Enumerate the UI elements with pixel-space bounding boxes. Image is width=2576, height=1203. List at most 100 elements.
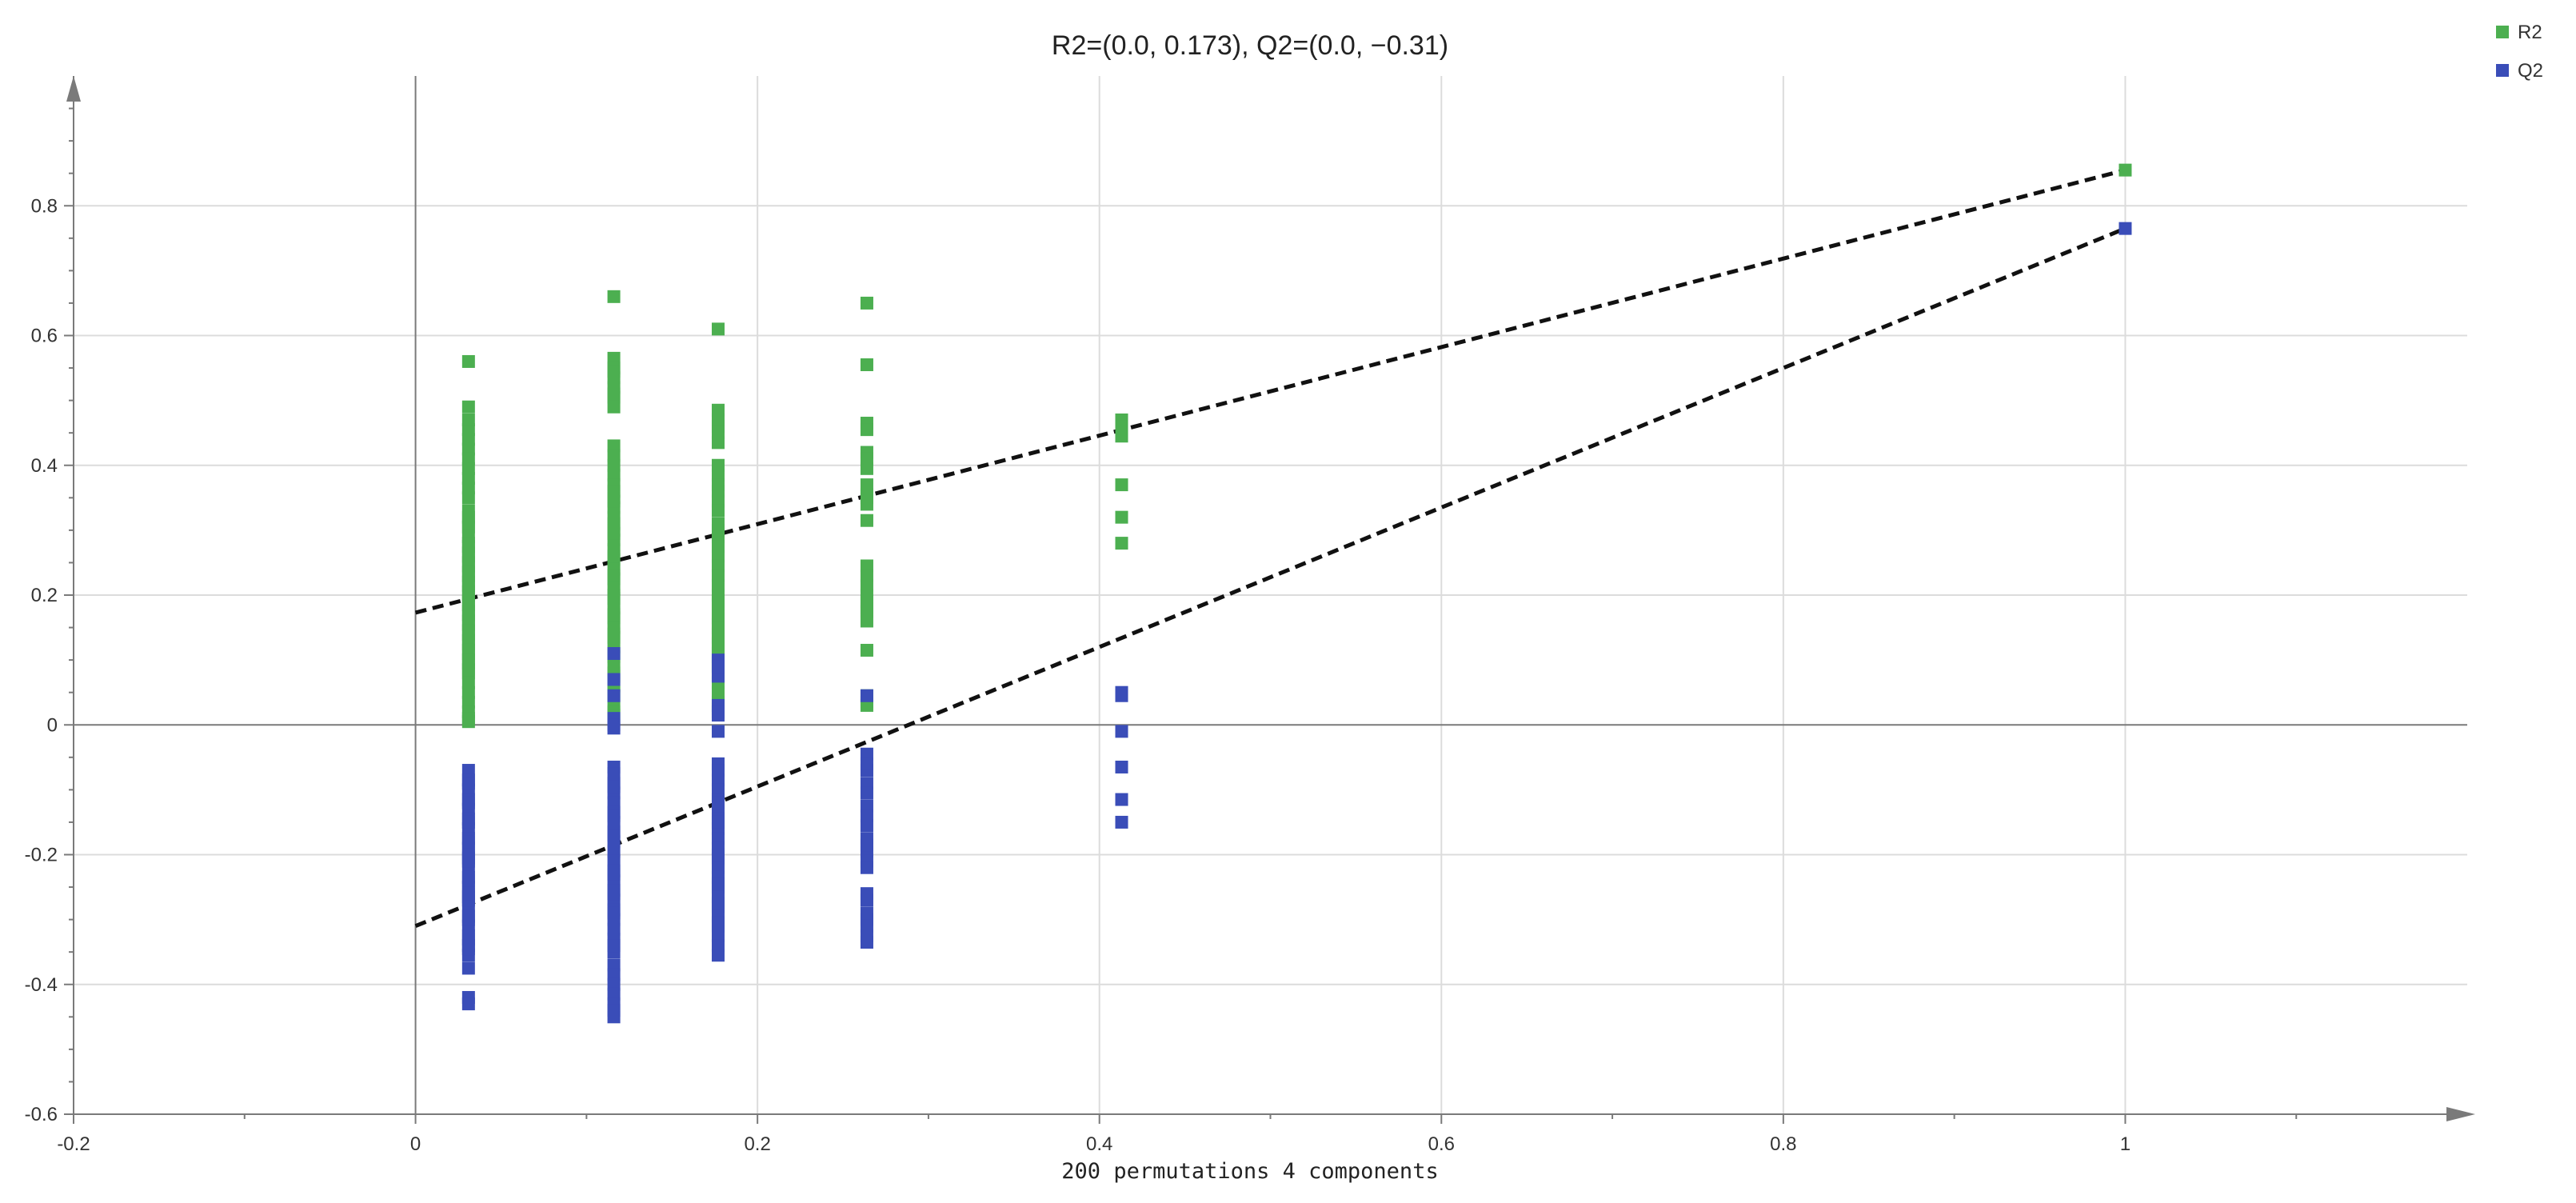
r2-point (860, 602, 873, 615)
regression-line-layer (414, 168, 2127, 929)
r2-point (607, 494, 621, 508)
r2-point (607, 449, 621, 462)
x-tick-label: 0.2 (744, 1133, 770, 1155)
q2-point (607, 887, 621, 901)
q2-point (711, 949, 725, 962)
y-tick-label: -0.6 (25, 1104, 58, 1125)
q2-point (711, 916, 725, 929)
chart-title: R2=(0.0, 0.173), Q2=(0.0, −0.31) (1052, 30, 1448, 61)
q2-point (711, 939, 725, 953)
q2-point (607, 958, 621, 972)
r2-point (607, 351, 621, 365)
q2-point (461, 932, 475, 945)
r2-point (860, 452, 873, 466)
q2-point (860, 799, 873, 813)
y-tick-label: 0.8 (31, 195, 58, 217)
q2-point (1115, 793, 1128, 806)
r2-point (711, 595, 725, 609)
legend-label-r2: R2 (2518, 22, 2542, 43)
r2-point (711, 468, 725, 482)
r2-point (607, 458, 621, 472)
axis-layer: -0.6 -0.4 -0.2 0 0.2 0.4 0.6 0.8 -0.2 0 0.2 0.4 0.6 0… (25, 76, 2475, 1155)
r2-point (461, 413, 475, 426)
x-tick-label: 0.8 (1770, 1133, 1796, 1155)
x-axis-label: 200 permutations 4 components (1061, 1159, 1438, 1184)
r2-point (860, 578, 873, 592)
r2-point (711, 630, 725, 644)
q2-point (607, 780, 621, 793)
r2-point (607, 468, 621, 482)
q2-point (711, 815, 725, 829)
r2-point (607, 485, 621, 498)
q2-point (860, 689, 873, 702)
r2-point (860, 358, 873, 372)
q2-point (607, 1004, 621, 1017)
x-tick-label: 0.4 (1086, 1133, 1112, 1155)
y-tick-label: 0.6 (31, 326, 58, 347)
r2-point (860, 478, 873, 492)
x-tick-label: -0.2 (57, 1133, 90, 1155)
q2-point (607, 906, 621, 920)
q2-point (461, 835, 475, 849)
q2-point (1115, 815, 1128, 829)
q2-point (1115, 725, 1128, 738)
q2-point (711, 897, 725, 910)
r2-point (461, 400, 475, 414)
r2-point (461, 653, 475, 667)
r2-point (461, 624, 475, 637)
r2-point (607, 290, 621, 303)
r2-point (607, 526, 621, 540)
r2-point (607, 387, 621, 401)
r2-point (461, 504, 475, 518)
r2-point (461, 537, 475, 550)
q2-point (711, 861, 725, 874)
q2-point (607, 968, 621, 981)
r2-point (711, 494, 725, 508)
q2-point (607, 939, 621, 953)
regression-line-r2 (414, 168, 2127, 615)
q2-point (1115, 760, 1128, 773)
r2-point (711, 550, 725, 563)
r2-point (461, 715, 475, 729)
y-tick-label: 0.2 (31, 585, 58, 606)
r2-point (607, 439, 621, 453)
r2-point (711, 523, 725, 537)
y-axis-arrow (66, 76, 81, 102)
r2-point (860, 643, 873, 657)
r2-point (860, 491, 873, 505)
q2-point (860, 747, 873, 761)
r2-point (461, 663, 475, 677)
r2-point (711, 540, 725, 554)
r2-point (711, 478, 725, 492)
q2-point (607, 829, 621, 842)
q2-point (711, 877, 725, 891)
q2-point (1115, 689, 1128, 702)
r2-point (607, 550, 621, 563)
r2-point (461, 575, 475, 589)
r2-point (461, 442, 475, 456)
q2-point (711, 773, 725, 787)
y-tick-label: 0.4 (31, 455, 58, 477)
r2-point (461, 643, 475, 657)
r2-point (461, 695, 475, 709)
r2-point (461, 566, 475, 579)
r2-point (711, 413, 725, 426)
r2-point (607, 400, 621, 414)
q2-point (461, 796, 475, 809)
r2-point (860, 569, 873, 582)
q2-point (711, 929, 725, 942)
r2-point (860, 462, 873, 475)
x-tick-label: 0.6 (1428, 1133, 1455, 1155)
legend-label-q2: Q2 (2518, 60, 2543, 82)
q2-point (860, 809, 873, 822)
x-tick-label: 0 (410, 1133, 421, 1155)
y-tick-label: -0.4 (25, 974, 58, 996)
r2-point (1115, 537, 1128, 550)
q2-point (860, 838, 873, 852)
r2-point (860, 589, 873, 602)
r2-point (607, 517, 621, 530)
r2-point (711, 569, 725, 582)
r2-point (2119, 163, 2132, 177)
